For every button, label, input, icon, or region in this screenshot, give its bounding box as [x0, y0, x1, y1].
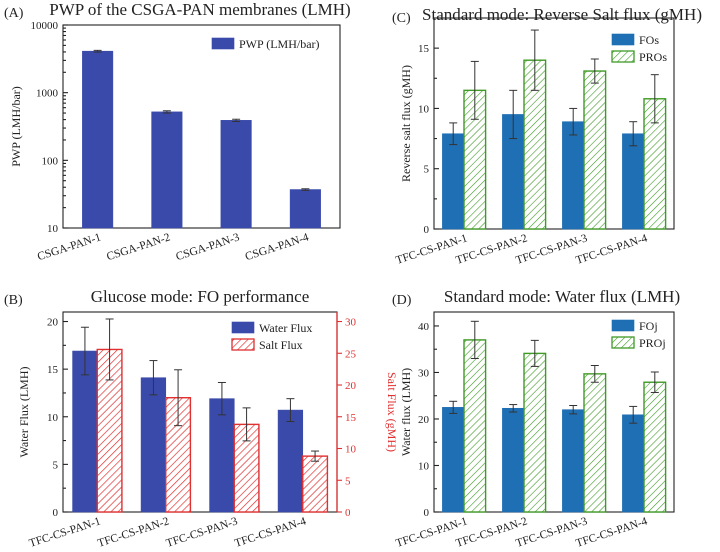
panel-b-category-label-tfc-cs-pan-4: TFC-CS-PAN-4	[233, 515, 308, 549]
panel-a-category-label-csga-pan-2: CSGA-PAN-2	[105, 231, 172, 263]
panel-c-ylabel: Reverse salt flux (gMH)	[399, 65, 413, 182]
panel-b-ytick-label: 20	[47, 317, 59, 329]
panel-c-title: Standard mode: Reverse Salt flux (gMH)	[422, 5, 702, 24]
panel-d-bar-proj-tfc-cs-pan-2	[523, 352, 547, 513]
panel-d-ytick-label: 30	[418, 367, 430, 379]
panel-a-plot-frame	[62, 24, 341, 229]
panel-b-bar-water-flux-tfc-cs-pan-2	[140, 377, 167, 513]
panel-b-y2tick-label: 30	[345, 317, 357, 329]
panel-b-legend-swatch-salt-flux	[231, 338, 255, 351]
panel-d-legend-label-foj: FOj	[639, 319, 658, 333]
panel-d-legend-swatch-foj	[611, 319, 635, 332]
panel-b-bar-salt-flux-tfc-cs-pan-4	[302, 455, 329, 513]
panel-b-ytick-label: 15	[47, 364, 59, 376]
panel-d-ytick-label: 40	[418, 321, 430, 333]
panel-a-bar-pwp-lmh-bar-csga-pan-1	[82, 50, 114, 229]
panel-d-water-flux-chart: (D) Standard mode: Water flux (LMH) 0 10 20 3…	[392, 287, 680, 550]
panel-c-ytick-label: 10	[418, 103, 430, 115]
panel-d-legend-label-proj: PROj	[639, 336, 666, 350]
panel-b-bar-water-flux-tfc-cs-pan-4	[277, 409, 304, 513]
panel-d-bar-foj-tfc-cs-pan-3	[562, 409, 585, 513]
panel-c-ytick-label: 5	[424, 164, 430, 176]
panel-a-label: (A)	[4, 6, 24, 21]
panel-a-ytick-label: 10000	[31, 20, 59, 32]
panel-b-glucose-fo-chart: (B) Glucose mode: FO performance 0 5 10 15 20 W…	[4, 287, 399, 550]
panel-c-ytick-label: 15	[418, 43, 430, 55]
panel-b-category-label-tfc-cs-pan-2: TFC-CS-PAN-2	[96, 515, 171, 549]
panel-d-bar-foj-tfc-cs-pan-1	[442, 407, 465, 513]
panel-b-y2tick-label: 15	[345, 412, 357, 424]
panel-d-bar-proj-tfc-cs-pan-4	[643, 381, 667, 513]
panel-a-ytick-label: 1000	[36, 88, 59, 100]
panel-d-legend-swatch-proj	[611, 336, 635, 349]
panel-b-ytick-label: 10	[47, 412, 59, 424]
panel-a-bar-pwp-lmh-bar-csga-pan-3	[220, 120, 252, 229]
panel-b-category-label-tfc-cs-pan-1: TFC-CS-PAN-1	[28, 515, 103, 549]
panel-d-label: (D)	[392, 293, 412, 308]
panel-b-y2tick-label: 0	[345, 507, 351, 519]
panel-d-bar-foj-tfc-cs-pan-4	[622, 414, 645, 513]
panel-c-reverse-salt-flux-chart: (C) Standard mode: Reverse Salt flux (gMH…	[392, 5, 702, 267]
panel-b-y2tick-label: 5	[345, 475, 351, 487]
panel-c-legend-swatch-pros	[611, 50, 635, 63]
panel-b-ylabel: Water Flux (LMH)	[17, 366, 31, 457]
panel-d-bar-proj-tfc-cs-pan-1	[463, 339, 487, 513]
panel-b-y2label: Salt Flux (gMH)	[385, 372, 399, 452]
panel-b-title: Glucose mode: FO performance	[91, 287, 310, 306]
panel-c-legend-label-fos: FOs	[639, 33, 659, 47]
panel-b-ytick-label: 0	[53, 507, 59, 519]
panel-b-bar-water-flux-tfc-cs-pan-3	[209, 398, 235, 513]
panel-d-bar-foj-tfc-cs-pan-2	[502, 407, 525, 513]
panel-c-ytick-label: 0	[424, 224, 430, 236]
panel-a-ytick-label: 100	[42, 155, 59, 167]
panel-b-label: (B)	[4, 293, 23, 308]
panel-d-ytick-label: 20	[418, 414, 430, 426]
panel-b-y2tick-label: 20	[345, 380, 357, 392]
panel-c-bar-fos-tfc-cs-pan-1	[442, 133, 465, 230]
panel-a-category-label-csga-pan-1: CSGA-PAN-1	[36, 231, 103, 263]
panel-a-bar-pwp-lmh-bar-csga-pan-4	[289, 189, 321, 229]
panel-c-legend-label-pros: PROs	[639, 50, 667, 64]
panel-b-legend-swatch-water-flux	[231, 321, 255, 334]
panel-a-bar-pwp-lmh-bar-csga-pan-2	[151, 111, 183, 229]
panel-a-title: PWP of the CSGA-PAN membranes (LMH)	[49, 0, 350, 19]
panel-b-y2tick-label: 25	[345, 348, 357, 360]
panel-b-y2tick-label: 10	[345, 444, 357, 456]
panel-d-bar-proj-tfc-cs-pan-3	[583, 373, 607, 513]
panel-a-ylabel: PWP (LMH/bar)	[9, 86, 23, 167]
panel-b-ytick-label: 5	[53, 459, 59, 471]
panel-d-ylabel: Water flux (LMH)	[399, 368, 413, 456]
panel-d-ytick-label: 10	[418, 460, 430, 472]
panel-d-plot-frame	[433, 311, 675, 513]
panel-c-bar-fos-tfc-cs-pan-4	[622, 133, 645, 230]
panel-a-legend-label-pwp-lmh-bar: PWP (LMH/bar)	[239, 37, 320, 51]
panel-b-legend-label-water-flux: Water Flux	[259, 321, 312, 335]
panel-b-category-label-tfc-cs-pan-3: TFC-CS-PAN-3	[165, 515, 240, 549]
panel-d-title: Standard mode: Water flux (LMH)	[444, 287, 680, 306]
panel-a-category-label-csga-pan-3: CSGA-PAN-3	[175, 231, 242, 263]
panel-a-ytick-label: 10	[47, 223, 59, 235]
panel-c-bar-pros-tfc-cs-pan-3	[583, 70, 607, 230]
panel-b-legend-label-salt-flux: Salt Flux	[259, 338, 303, 352]
panel-c-bar-fos-tfc-cs-pan-3	[562, 121, 585, 230]
panel-a-pwp-chart: (A) PWP of the CSGA-PAN membranes (LMH)10…	[4, 0, 351, 263]
panel-a-legend-swatch-pwp-lmh-bar	[211, 37, 235, 50]
panel-c-label: (C)	[392, 11, 411, 26]
panel-c-plot-frame	[433, 17, 675, 230]
panel-a-category-label-csga-pan-4: CSGA-PAN-4	[244, 231, 311, 263]
panel-c-legend-swatch-fos	[611, 33, 635, 46]
panel-d-ytick-label: 0	[424, 507, 430, 519]
